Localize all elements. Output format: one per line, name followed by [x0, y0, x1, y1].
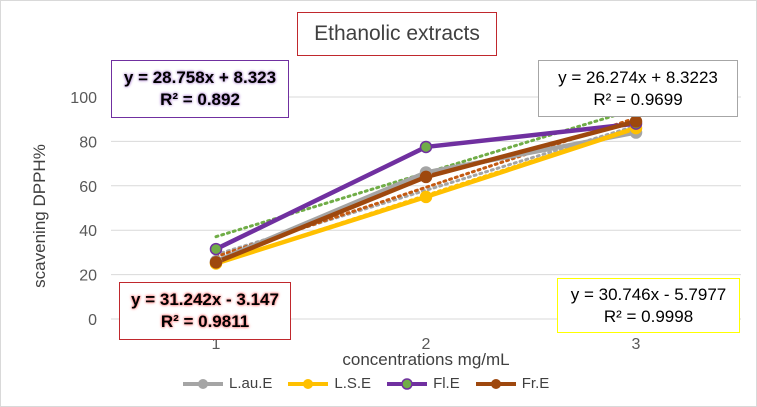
y-tick-label: 60	[79, 179, 97, 196]
equation-text: y = 28.758x + 8.323	[123, 68, 277, 87]
y-tick-label: 100	[70, 90, 97, 107]
chart-legend: L.au.E L.S.E Fl.E Fr.E	[181, 375, 563, 392]
data-point	[629, 115, 643, 128]
legend-item-fr: Fr.E	[474, 375, 550, 392]
equation-text: y = 31.242x - 3.147	[131, 290, 279, 309]
r-squared-text: R² = 0.9811	[160, 312, 250, 331]
legend-item-lau: L.au.E	[181, 375, 272, 392]
y-tick-label: 80	[79, 134, 97, 151]
legend-label: L.S.E	[334, 375, 372, 392]
legend-label: Fl.E	[433, 375, 460, 392]
legend-item-ls: L.S.E	[286, 375, 371, 392]
data-point	[209, 256, 223, 269]
x-tick-label: 1	[212, 336, 221, 353]
y-tick-label: 0	[88, 312, 97, 329]
y-tick-label: 20	[79, 268, 97, 285]
data-point	[419, 170, 433, 184]
r-squared-text: R² = 0.9699	[593, 89, 683, 109]
y-axis-label: scavening DPPH%	[30, 144, 49, 288]
equation-text: y = 26.274x + 8.3223	[558, 67, 718, 87]
y-tick-label: 40	[79, 223, 97, 240]
legend-label: Fr.E	[521, 375, 550, 392]
data-point	[209, 242, 223, 256]
legend-swatch	[288, 378, 329, 389]
chart-title: Ethanolic extracts	[297, 12, 497, 56]
x-tick-labels: 1 2 3	[212, 336, 641, 353]
data-point	[419, 140, 433, 154]
equation-text: y = 30.746x - 5.7977	[570, 284, 727, 304]
r-squared-text: R² = 0.9998	[603, 306, 694, 326]
trendline-equation-ls: y = 30.746x - 5.7977 R² = 0.9998	[557, 278, 740, 333]
y-tick-labels: 0 20 40 60 80 100	[70, 90, 97, 329]
r-squared-text: R² = 0.892	[160, 90, 240, 109]
legend-item-fl: Fl.E	[385, 375, 460, 392]
data-point	[419, 190, 433, 204]
legend-swatch	[475, 378, 516, 389]
legend-swatch	[183, 378, 223, 389]
x-tick-label: 3	[632, 336, 641, 353]
legend-label: L.au.E	[229, 375, 273, 392]
x-axis-label: concentrations mg/mL	[342, 350, 509, 369]
x-tick-label: 2	[422, 336, 431, 353]
trendline-equation-lau: y = 26.274x + 8.3223 R² = 0.9699	[538, 60, 738, 117]
series-markers	[209, 115, 643, 270]
trendline-equation-fr: y = 31.242x - 3.147 R² = 0.9811	[119, 282, 291, 340]
trendline-equation-fl: y = 28.758x + 8.323 R² = 0.892	[111, 60, 289, 118]
legend-swatch	[387, 377, 428, 390]
